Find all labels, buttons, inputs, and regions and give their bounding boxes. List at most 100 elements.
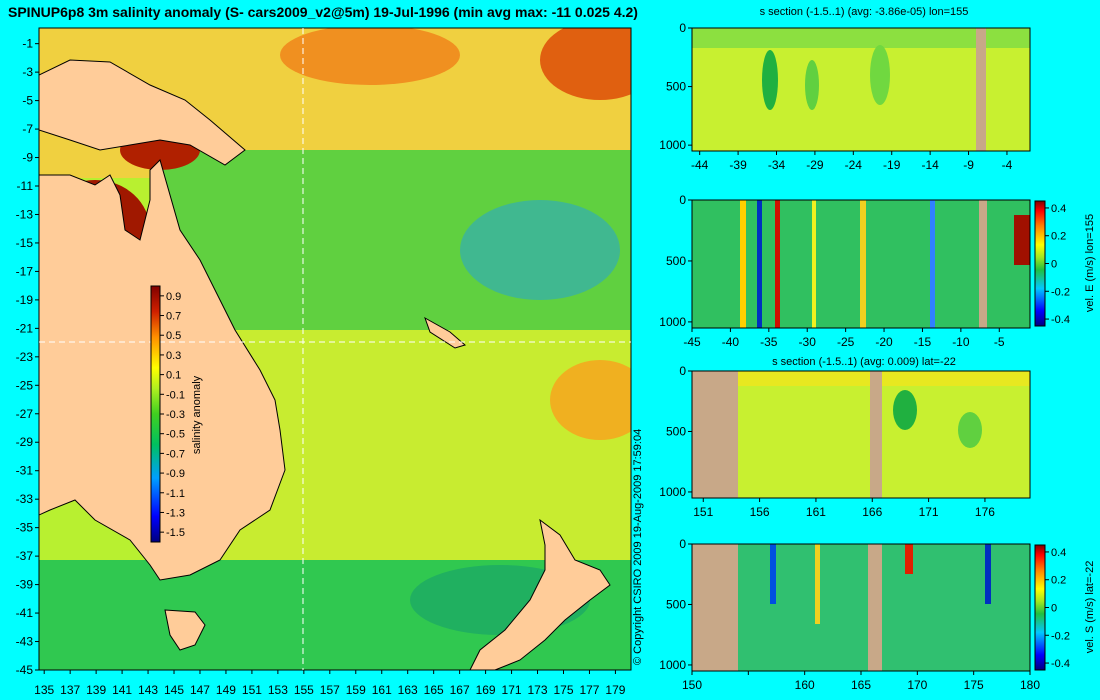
map-x-tick-label: 153 xyxy=(268,683,288,697)
map-x-tick-label: 145 xyxy=(164,683,184,697)
map-y-tick-label: -11 xyxy=(17,179,34,193)
panel3-feature-1 xyxy=(893,390,917,430)
panel2-frame xyxy=(691,199,1031,329)
map-y-tick-label: -33 xyxy=(16,492,34,506)
papua-new-guinea xyxy=(39,59,246,166)
panel-y-tick-label: 0 xyxy=(679,364,686,378)
map-x-tick-label: 171 xyxy=(502,683,522,697)
panel-salinity-lat: s section (-1.5..1) (avg: 0.009) lat=-22… xyxy=(659,356,1031,519)
panel-x-tick-label: 166 xyxy=(862,505,882,519)
map-y-tick-label: -3 xyxy=(22,65,33,79)
map-colorbar-tick-label: -1.1 xyxy=(166,488,185,500)
panel4-stripe-3 xyxy=(905,544,913,574)
map-y-tick-label: -37 xyxy=(16,549,34,563)
map-y-tick-label: -13 xyxy=(16,207,34,221)
panel-x-tick-label: -14 xyxy=(921,158,939,172)
panel3-title: s section (-1.5..1) (avg: 0.009) lat=-22 xyxy=(772,356,956,368)
panel-x-tick-label: 175 xyxy=(964,678,984,692)
panel-x-tick-label: -19 xyxy=(883,158,901,172)
panel1-frame xyxy=(691,27,1031,152)
panel1-feature-2 xyxy=(805,60,819,110)
map-x-tick-label: 155 xyxy=(294,683,314,697)
panel2-stripe-2 xyxy=(757,200,762,328)
panel-x-tick-label: 170 xyxy=(907,678,927,692)
map-colorbar-tick-label: 0.7 xyxy=(166,311,181,323)
copyright-text: © Copyright CSIRO 2009 19-Aug-2009 17:59… xyxy=(632,429,644,665)
map-x-axis: 135 137 139 141 143 145 147 149 151 153 155 157 159 1… xyxy=(34,670,626,697)
map-y-tick-label: -43 xyxy=(16,635,34,649)
panel-x-tick-label: -39 xyxy=(729,158,747,172)
map-y-tick-label: -17 xyxy=(16,264,34,278)
australia xyxy=(39,159,286,581)
center-north-orange xyxy=(280,28,460,85)
new-zealand xyxy=(469,518,611,670)
map-y-tick-label: -31 xyxy=(16,464,34,478)
panel-colorbar-tick-label: 0 xyxy=(1051,259,1057,271)
map-x-tick-label: 141 xyxy=(112,683,132,697)
panel-x-tick-label: -15 xyxy=(914,335,932,349)
panel-x-tick-label: 160 xyxy=(795,678,815,692)
map-colorbar-tick-label: -0.7 xyxy=(166,448,185,460)
panel3-land-mid xyxy=(870,371,882,498)
panel-y-tick-label: 0 xyxy=(679,537,686,551)
panel-y-tick-label: 0 xyxy=(679,193,686,207)
panel-y-tick-label: 500 xyxy=(666,597,686,611)
map-y-tick-label: -25 xyxy=(16,378,34,392)
map-x-tick-label: 165 xyxy=(424,683,444,697)
map-x-tick-label: 157 xyxy=(320,683,340,697)
panel-y-tick-label: 1000 xyxy=(659,138,686,152)
panel-x-tick-label: 165 xyxy=(851,678,871,692)
panel1-title: s section (-1.5..1) (avg: -3.86e-05) lon… xyxy=(760,6,969,18)
map-y-tick-label: -7 xyxy=(22,122,33,136)
panel4-stripe-2 xyxy=(815,544,820,624)
map-y-tick-label: -19 xyxy=(16,293,34,307)
map-colorbar-tick-label: 0.3 xyxy=(166,350,181,362)
panel3-surface-band xyxy=(692,371,1030,386)
map-y-tick-label: -21 xyxy=(16,321,34,335)
panel1-surface-band xyxy=(692,28,1030,48)
map-colorbar-tick-label: -0.9 xyxy=(166,468,185,480)
map-colorbar-bar xyxy=(150,285,161,543)
panel-colorbar-tick-label: -0.4 xyxy=(1051,314,1070,326)
panel1-field xyxy=(691,27,1031,152)
map-y-tick-label: -23 xyxy=(16,350,34,364)
panel-x-tick-label: -4 xyxy=(1002,158,1013,172)
panel2-stripe-3 xyxy=(775,200,780,328)
panel3-land-west xyxy=(692,371,738,498)
map-x-tick-label: 159 xyxy=(346,683,366,697)
panel-y-tick-label: 1000 xyxy=(659,315,686,329)
panel2-stripe-1 xyxy=(740,200,746,328)
map-y-tick-label: -41 xyxy=(16,606,34,620)
panel-x-tick-label: 180 xyxy=(1020,678,1040,692)
map-colorbar-tick-label: -1.5 xyxy=(166,527,185,539)
panel-y-tick-label: 500 xyxy=(666,254,686,268)
panel-x-tick-label: -9 xyxy=(963,158,974,172)
panel2-land xyxy=(979,200,987,328)
map-x-tick-label: 173 xyxy=(528,683,548,697)
map-x-tick-label: 147 xyxy=(190,683,210,697)
map-x-tick-label: 151 xyxy=(242,683,262,697)
map-colorbar-tick-label: -0.1 xyxy=(166,389,185,401)
panel-x-tick-label: -10 xyxy=(952,335,970,349)
map-x-tick-label: 169 xyxy=(476,683,496,697)
panel-x-tick-label: -5 xyxy=(994,335,1005,349)
panel-x-tick-label: -29 xyxy=(806,158,824,172)
map-colorbar-tick-label: 0.1 xyxy=(166,370,181,382)
panel2-colorbar-label: vel. E (m/s) lon=155 xyxy=(1084,214,1096,312)
panel-colorbar-tick-label: 0 xyxy=(1051,603,1057,615)
panel4-field xyxy=(691,543,1031,672)
panel-salinity-lon: s section (-1.5..1) (avg: -3.86e-05) lon… xyxy=(659,6,1031,172)
map-colorbar-tick-label: 0.5 xyxy=(166,330,181,342)
map-y-tick-label: -9 xyxy=(22,151,33,165)
map-title: SPINUP6p8 3m salinity anomaly (S- cars20… xyxy=(8,4,638,20)
map-colorbar-tick-label: 0.9 xyxy=(166,291,181,303)
map-y-tick-label: -39 xyxy=(16,578,34,592)
salinity-map: 135 137 139 141 143 145 147 149 151 153 155 157 159 1… xyxy=(16,27,632,697)
map-x-tick-label: 135 xyxy=(34,683,54,697)
panel-y-tick-label: 1000 xyxy=(659,658,686,672)
panel2-stripe-5 xyxy=(860,200,866,328)
panel4-colorbar-label: vel. S (m/s) lat=-22 xyxy=(1084,561,1096,654)
map-x-tick-label: 149 xyxy=(216,683,236,697)
panel-x-tick-label: -34 xyxy=(768,158,786,172)
